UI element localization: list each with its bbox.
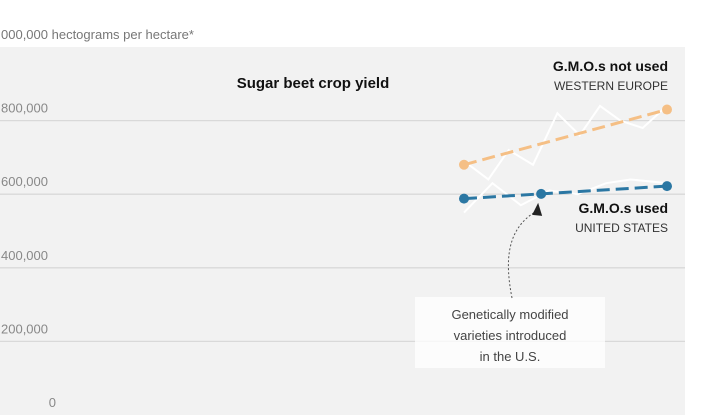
annotation-text-line: varieties introduced [454,328,567,343]
europe-series-name: G.M.O.s not used [553,58,668,74]
europe-point [459,159,469,170]
us-trend-line [463,184,668,201]
annotation-text-line: in the U.S. [480,349,541,364]
us-point [459,193,469,204]
y-tick-label: 400,000 [1,248,48,263]
us-point [662,181,672,192]
y-tick-label: 600,000 [1,174,48,189]
annotation-box [415,297,605,368]
y-tick-label: 800,000 [1,101,48,116]
annotation-arrow [507,211,536,299]
europe-region-label: WESTERN EUROPE [554,79,668,93]
europe-point [662,104,672,115]
chart-title: Sugar beet crop yield [237,75,390,92]
annotation-arrowhead [532,202,543,216]
y-tick-label: 0 [49,395,56,410]
europe-yearly-line [463,104,668,181]
us-series-name: G.M.O.s used [579,200,668,216]
us-region-label: UNITED STATES [575,221,668,235]
y-tick-label: 200,000 [1,321,48,336]
us-point [536,188,547,199]
europe-trend-line [463,108,668,167]
y-axis-unit-label: 000,000 hectograms per hectare* [1,27,194,42]
annotation-text-line: Genetically modified [451,307,568,322]
